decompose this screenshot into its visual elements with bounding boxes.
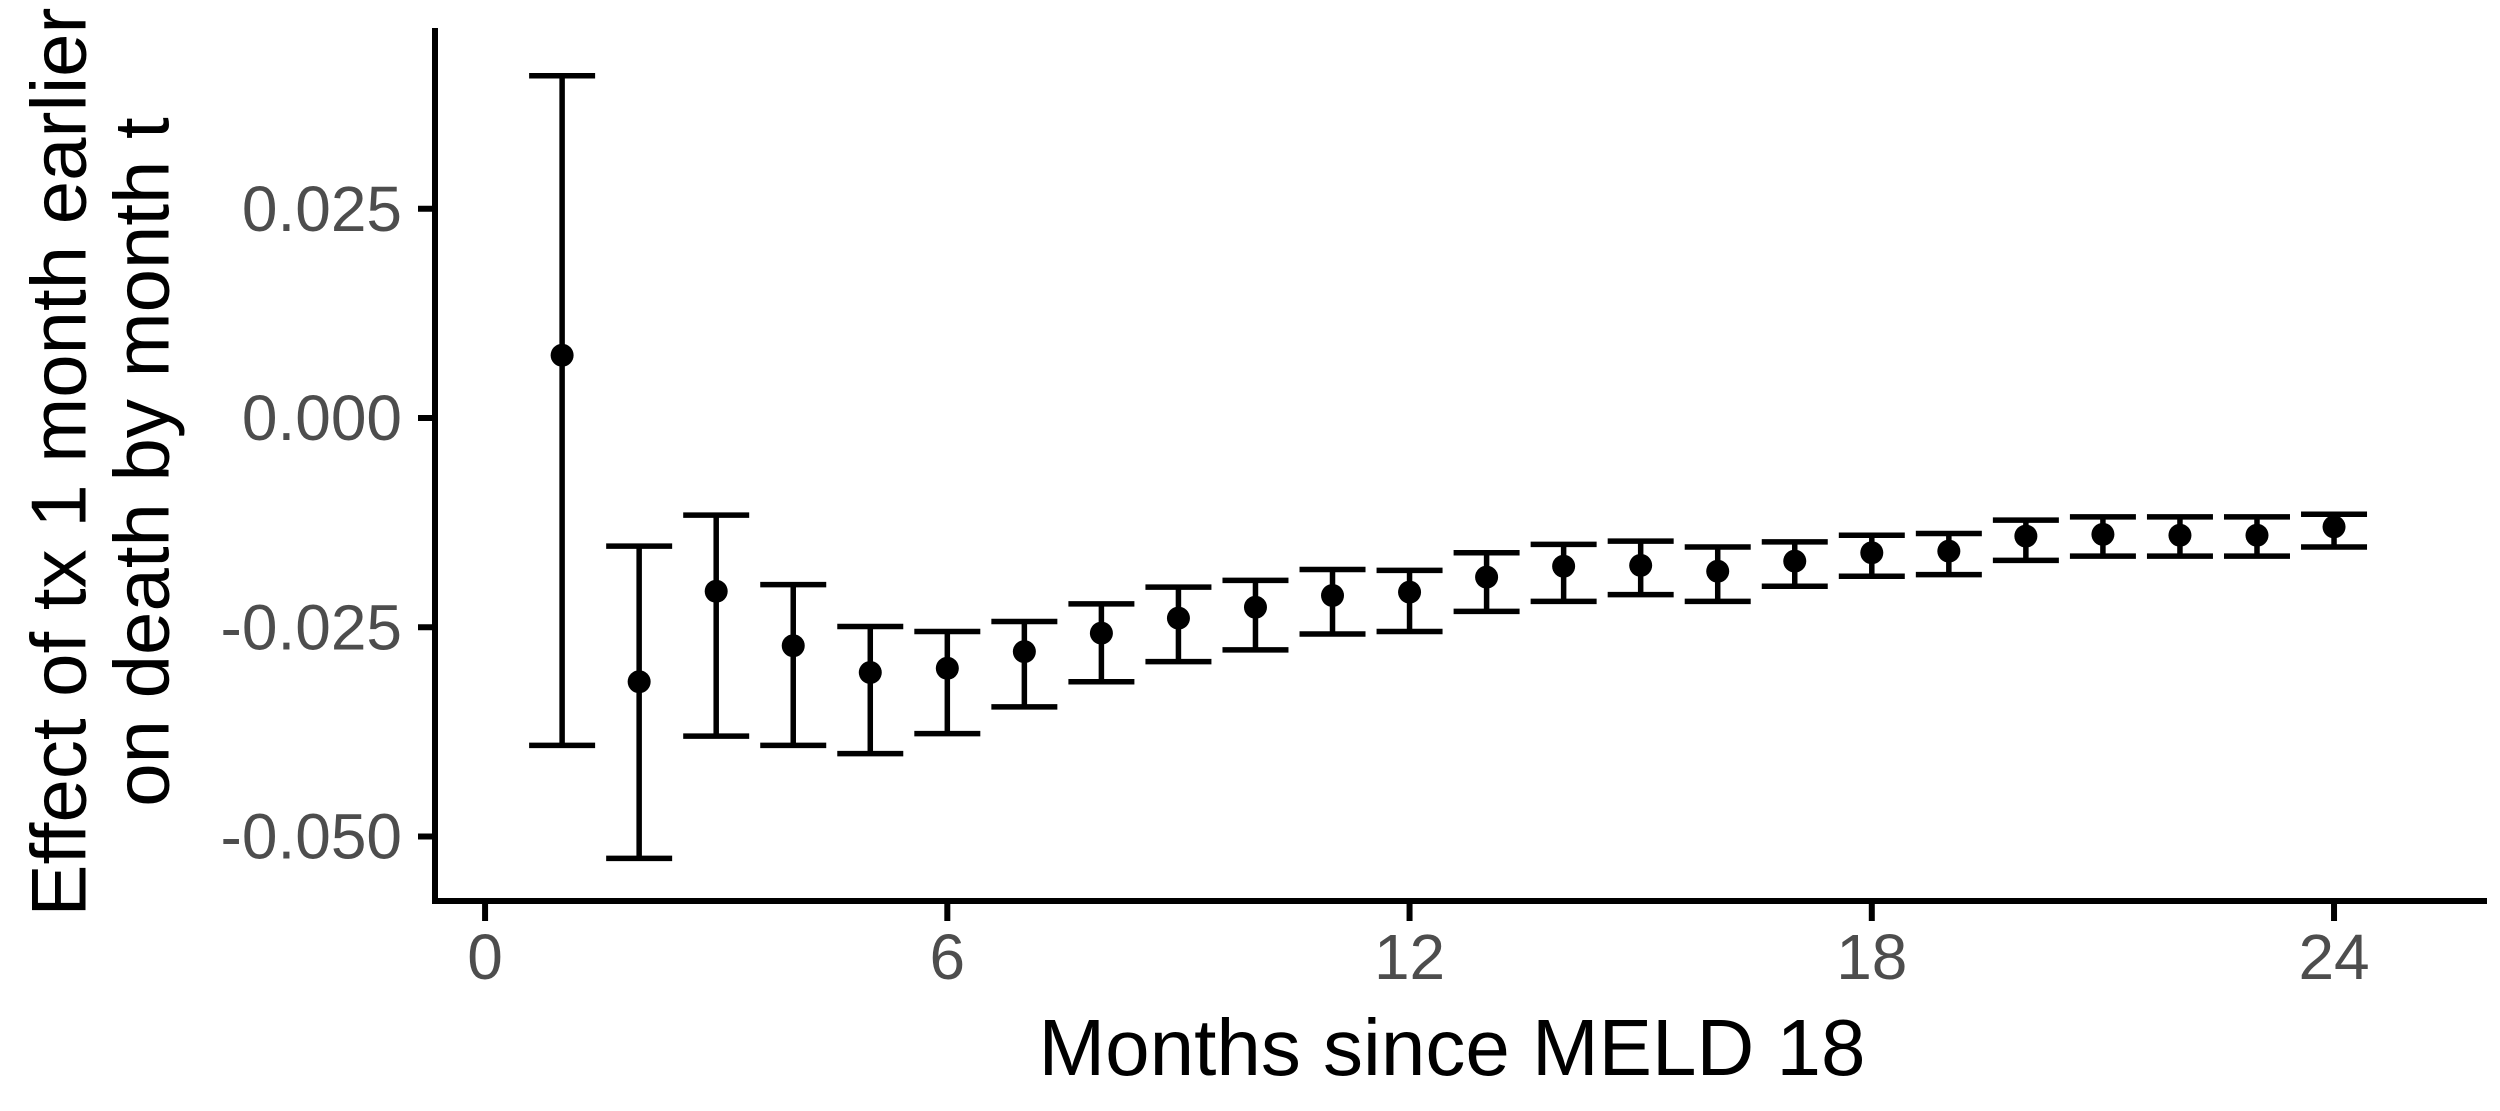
data-point	[1398, 580, 1422, 604]
y-tick-label: 0.000	[242, 382, 402, 454]
data-point	[1166, 606, 1190, 630]
data-point	[2245, 523, 2269, 547]
y-tick-label: -0.050	[221, 801, 402, 873]
x-tick-label: 6	[930, 921, 966, 993]
y-tick-label: -0.025	[221, 591, 402, 663]
x-tick-label: 12	[1374, 921, 1445, 993]
data-point	[2168, 523, 2192, 547]
data-point	[1089, 621, 1113, 645]
x-tick-label: 24	[2298, 921, 2369, 993]
data-point	[1937, 539, 1961, 563]
data-point	[1629, 553, 1653, 577]
data-point	[627, 670, 651, 694]
data-point	[1552, 554, 1576, 578]
data-point	[1475, 565, 1499, 589]
data-point	[781, 634, 805, 658]
data-point	[1243, 595, 1267, 619]
data-point	[1706, 559, 1730, 583]
x-tick-label: 0	[467, 921, 503, 993]
data-point	[2091, 522, 2115, 546]
x-axis-title: Months since MELD 18	[1038, 1003, 1866, 1092]
data-point	[1783, 549, 1807, 573]
data-point	[2322, 515, 2346, 539]
data-point	[704, 579, 728, 603]
x-tick-label: 18	[1836, 921, 1907, 993]
y-axis-title: Effect of tx 1 month earlier on death by…	[14, 7, 185, 917]
data-point	[1321, 583, 1345, 607]
data-point	[935, 656, 959, 680]
y-axis-title-line2: on death by month t	[97, 117, 185, 807]
data-point	[2014, 524, 2038, 548]
data-point	[858, 660, 882, 684]
y-axis-title-line1: Effect of tx 1 month earlier	[14, 7, 103, 917]
data-point	[1860, 541, 1884, 565]
data-point	[550, 343, 574, 367]
data-point	[1012, 640, 1036, 664]
y-tick-label: 0.025	[242, 173, 402, 245]
